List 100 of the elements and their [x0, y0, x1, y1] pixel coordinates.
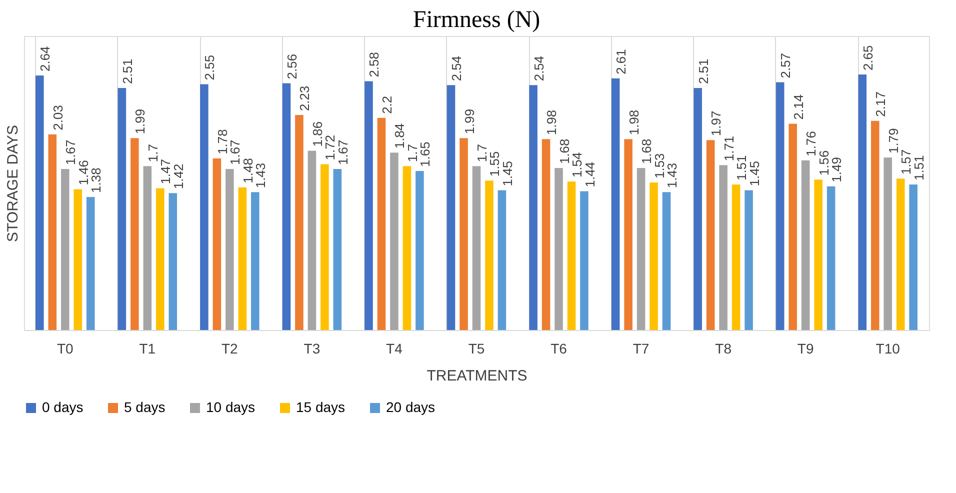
data-label: 1.86: [310, 121, 325, 147]
data-label: 1.68: [639, 138, 654, 164]
x-tick-label: T1: [139, 340, 156, 356]
data-label: 1.68: [556, 138, 572, 164]
bar: [143, 166, 152, 330]
data-label: 1.48: [240, 158, 256, 184]
bar: [636, 168, 646, 330]
legend-label: 10 days: [206, 399, 256, 415]
bar: [554, 168, 563, 330]
data-label: 1.46: [76, 160, 91, 186]
data-label: 2.65: [860, 45, 876, 71]
bar: [168, 193, 178, 330]
data-label: 2.2: [379, 96, 394, 114]
data-label: 1.84: [392, 123, 408, 149]
data-label: 1.43: [253, 162, 268, 188]
data-label: 1.57: [898, 149, 914, 175]
data-label: 1.67: [335, 140, 350, 166]
bar: [580, 191, 588, 330]
data-label: 1.53: [652, 153, 667, 179]
x-tick-label: T4: [386, 340, 403, 356]
bar: [719, 165, 728, 330]
bar: [858, 74, 867, 330]
bar: [74, 189, 82, 330]
data-label: 1.7: [474, 144, 490, 162]
data-label: 1.98: [544, 110, 560, 136]
chart-title: Firmness (N): [412, 7, 540, 33]
data-label: 1.67: [228, 140, 243, 166]
x-tick-label: T9: [797, 340, 814, 356]
data-label: 1.65: [418, 142, 433, 167]
bar: [60, 169, 70, 330]
data-label: 1.44: [582, 162, 598, 188]
x-tick-label: T5: [468, 340, 485, 356]
bar: [529, 85, 538, 330]
x-axis-title: TREATMENTS: [426, 368, 528, 384]
bar: [282, 83, 291, 330]
x-tick-label: T2: [222, 340, 238, 356]
bar: [48, 134, 57, 330]
data-label: 2.58: [366, 52, 382, 78]
data-label: 1.99: [132, 108, 148, 134]
bar: [377, 118, 386, 330]
bar: [130, 138, 139, 330]
bar: [801, 160, 810, 330]
data-label: 1.7: [145, 144, 160, 162]
data-label: 2.03: [50, 105, 66, 130]
data-label: 1.42: [170, 164, 186, 190]
x-tick-label: T7: [632, 340, 650, 356]
data-label: 1.97: [708, 110, 724, 136]
bar: [36, 76, 44, 330]
data-label: 1.56: [816, 150, 832, 176]
data-label: 1.55: [487, 151, 502, 177]
x-tick-label: T6: [550, 340, 568, 356]
data-label: 1.98: [626, 110, 642, 136]
x-tick-label: T8: [715, 340, 732, 356]
data-label: 2.55: [202, 54, 218, 80]
bar: [485, 180, 494, 330]
data-label: 2.54: [531, 56, 546, 82]
bar: [498, 190, 506, 330]
bar: [776, 82, 784, 330]
x-tick-label: T10: [876, 340, 900, 356]
data-label: 1.45: [746, 160, 762, 186]
bar: [542, 139, 550, 330]
data-label: 1.7: [404, 144, 420, 162]
data-label: 1.79: [886, 128, 901, 154]
legend-label: 20 days: [386, 399, 436, 415]
data-label: 2.14: [790, 94, 806, 120]
data-label: 1.76: [804, 131, 819, 156]
data-label: 2.54: [449, 56, 464, 82]
bar: [870, 120, 880, 330]
bar: [884, 157, 892, 330]
bar: [788, 124, 797, 330]
bar: [295, 115, 304, 330]
data-label: 2.51: [696, 58, 711, 84]
bar: [694, 88, 702, 330]
data-label: 1.51: [734, 155, 750, 180]
data-label: 2.57: [778, 52, 794, 78]
data-label: 1.78: [214, 129, 230, 154]
bar: [650, 182, 658, 330]
data-label: 2.17: [873, 92, 888, 117]
data-label: 2.61: [614, 49, 629, 74]
data-label: 1.51: [911, 155, 926, 180]
legend-label: 0 days: [42, 399, 84, 415]
bar: [251, 192, 260, 330]
data-label: 1.38: [88, 168, 104, 193]
bar: [706, 140, 715, 330]
x-tick-label: T3: [304, 340, 320, 356]
legend-label: 15 days: [296, 399, 346, 415]
bar: [212, 158, 222, 330]
data-label: 1.54: [570, 152, 585, 178]
bar: [200, 84, 208, 330]
data-label: 1.71: [721, 136, 736, 162]
bar: [390, 152, 398, 330]
bar: [624, 139, 632, 330]
bar: [567, 182, 576, 330]
bar: [909, 184, 918, 330]
bar: [416, 170, 424, 330]
bar: [814, 180, 822, 330]
legend-label: 5 days: [124, 399, 166, 415]
bar: [118, 88, 126, 330]
bar: [460, 138, 468, 330]
data-label: 2.23: [297, 86, 312, 112]
